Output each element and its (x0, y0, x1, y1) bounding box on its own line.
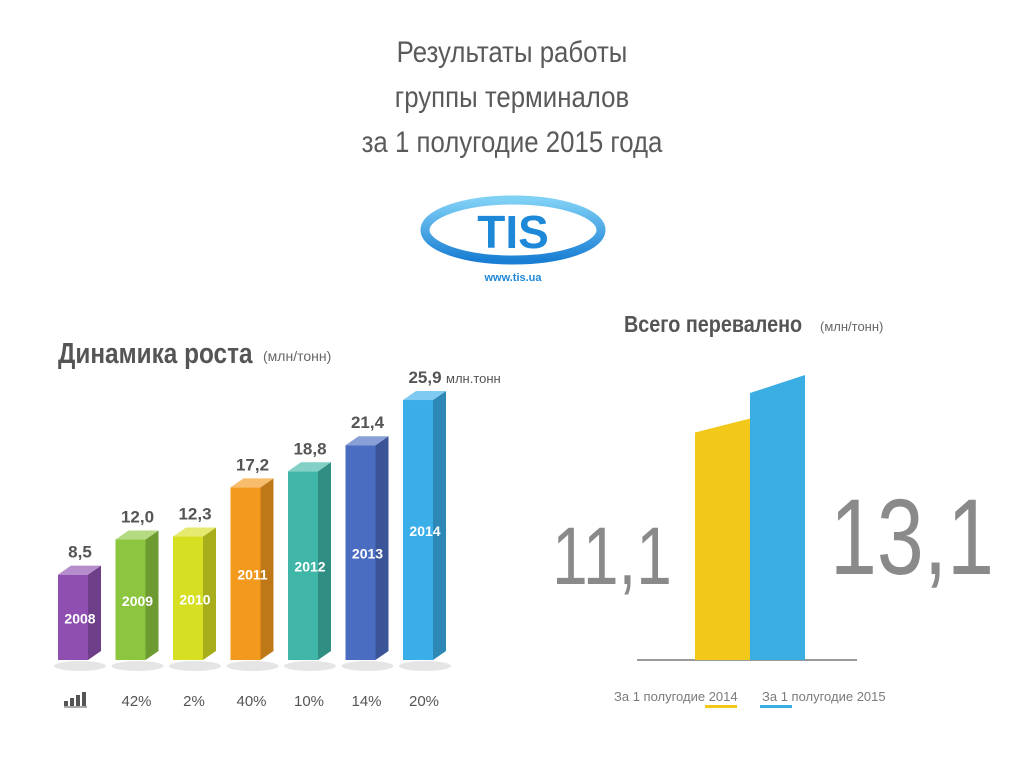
legend-label: За 1 полугодие 2015 (762, 689, 886, 704)
logo-text: TIS (477, 206, 549, 258)
bar-top (173, 527, 216, 537)
growth-chart-heading: Динамика роста (млн/тонн) (58, 338, 331, 371)
growth-icon-bar (82, 692, 86, 706)
bar-year-label: 2011 (237, 567, 268, 583)
title-line-3: за 1 полугодие 2015 года (361, 126, 663, 159)
growth-icon-bar (64, 701, 68, 706)
bar-top (115, 530, 159, 540)
bar-front (403, 400, 433, 660)
bar-year-label: 2013 (352, 546, 383, 562)
bar-side (433, 391, 446, 660)
growth-icon-bar (70, 698, 74, 706)
growth-chart-unit: (млн/тонн) (263, 348, 332, 364)
bar-2009 (111, 530, 164, 671)
total-value-2014: 11,1 (552, 509, 672, 602)
bar-front (345, 445, 376, 660)
logo-url[interactable]: www.tis.ua (484, 272, 542, 284)
bar-year-label: 2014 (409, 523, 440, 539)
bar-2012 (284, 462, 336, 671)
bar-top (230, 478, 274, 488)
bar-side (145, 530, 159, 660)
bar-shadow (284, 661, 336, 671)
growth-percent-label: 42% (121, 693, 151, 710)
bar-shadow (226, 661, 279, 671)
bar-top (58, 565, 101, 575)
bar-2010 (169, 527, 221, 671)
growth-percent-label: 10% (294, 693, 324, 710)
bar-value-label: 12,0 (121, 508, 154, 527)
bar-year-label: 2010 (179, 591, 210, 607)
title-line-2: группы терминалов (394, 81, 630, 114)
growth-percent-label: 14% (351, 693, 381, 710)
growth-percent-label: 2% (183, 693, 205, 710)
tis-logo: TIS www.tis.ua (418, 188, 608, 288)
bar-side (260, 478, 274, 660)
legend-swatch (760, 705, 792, 708)
growth-chart-title: Динамика роста (58, 338, 253, 370)
bar-side (318, 462, 331, 660)
title-line-1: Результаты работы (396, 36, 628, 69)
bar-value-label: 8,5 (68, 543, 92, 562)
bar-year-label: 2009 (122, 593, 153, 609)
bar-shadow (169, 661, 221, 671)
bar-shadow (341, 661, 394, 671)
bar-2011 (226, 478, 279, 671)
bar-value-label: 25,9 (408, 368, 441, 387)
bar-2008 (54, 565, 106, 671)
legend-swatch (705, 705, 737, 708)
growth-percent-label: 40% (236, 693, 266, 710)
bar-value-label: 21,4 (351, 413, 385, 432)
bar-side (203, 527, 216, 660)
page-title: Результаты работы группы терминалов за 1… (72, 30, 953, 165)
growth-chart-icon (64, 692, 87, 708)
bar-front (173, 536, 203, 660)
bar-shadow (54, 661, 106, 671)
bar-front (58, 574, 88, 660)
bar-front (230, 487, 261, 660)
bar-top (345, 436, 389, 446)
total-bar-2015 (750, 375, 805, 660)
bar-front (115, 539, 146, 660)
legend-label: За 1 полугодие 2014 (614, 689, 738, 704)
bar-shadow (399, 661, 451, 671)
total-bar-2014 (695, 418, 750, 660)
tis-logo-icon: TIS (420, 195, 606, 265)
growth-icon-bar (76, 695, 80, 706)
bar-front (288, 471, 318, 660)
total-chart-title: Всего перевалено (624, 311, 803, 337)
bar-value-label: 18,8 (293, 439, 326, 458)
total-value-2015: 13,1 (830, 476, 994, 598)
bar-2013 (341, 436, 394, 671)
bar-shadow (111, 661, 164, 671)
bar-value-label: 17,2 (236, 455, 269, 474)
bar-side (88, 565, 101, 660)
bar-value-unit: млн.тонн (446, 371, 501, 386)
bar-2014 (399, 391, 451, 671)
bar-top (403, 391, 446, 401)
bar-top (288, 462, 331, 472)
growth-percent-label: 20% (409, 693, 439, 710)
bar-side (375, 436, 389, 660)
total-chart-heading: Всего перевалено (млн/тонн) (624, 311, 883, 338)
bar-value-label: 12,3 (178, 505, 211, 524)
total-chart-unit: (млн/тонн) (820, 319, 884, 334)
bar-year-label: 2008 (64, 610, 95, 626)
bar-year-label: 2012 (294, 559, 325, 575)
